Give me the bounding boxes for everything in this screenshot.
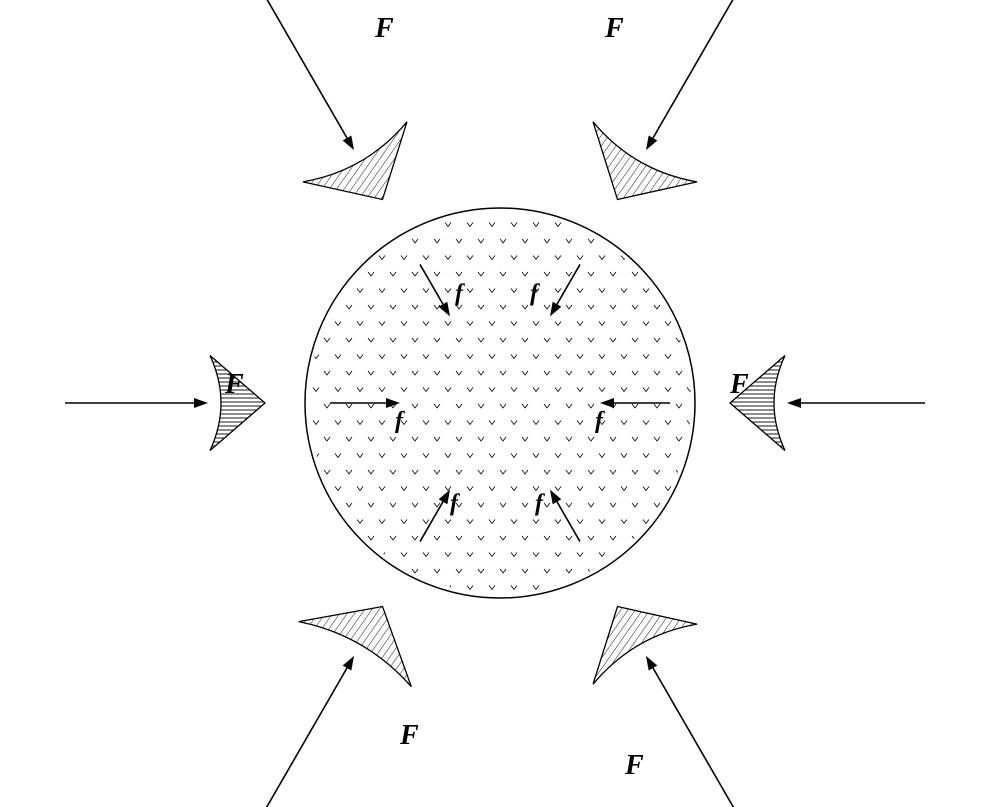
outer-wedge-2: F (65, 356, 265, 451)
outer-force-label-0: F (604, 13, 624, 44)
inner-force-label-4: f (535, 491, 545, 517)
outer-force-label-5: F (729, 369, 749, 400)
inner-force-label-1: f (455, 280, 465, 306)
outer-wedge-3: F (240, 607, 419, 807)
outer-wedge-1: F (250, 0, 407, 199)
outer-force-label-3: F (399, 720, 419, 751)
outer-wedge-0: F (593, 0, 750, 199)
inner-arrow-2: f (330, 398, 405, 434)
inner-force-label-3: f (450, 491, 460, 517)
outer-wedge-5: F (729, 356, 925, 451)
inner-arrow-3: f (420, 490, 460, 542)
diagram-canvas: F F F F F Ff f f f f f (0, 0, 1000, 807)
circle-texture (302, 206, 693, 590)
inner-arrow-4: f (535, 490, 580, 542)
outer-wedge-4: F (593, 607, 760, 807)
outer-force-label-2: F (224, 369, 244, 400)
outer-force-label-1: F (374, 13, 394, 44)
outer-force-label-4: F (624, 750, 644, 781)
inner-force-label-0: f (530, 280, 540, 306)
inner-force-label-5: f (595, 408, 605, 434)
inner-force-label-2: f (395, 408, 405, 434)
inner-arrow-0: f (530, 264, 580, 316)
inner-arrow-5: f (595, 398, 670, 434)
